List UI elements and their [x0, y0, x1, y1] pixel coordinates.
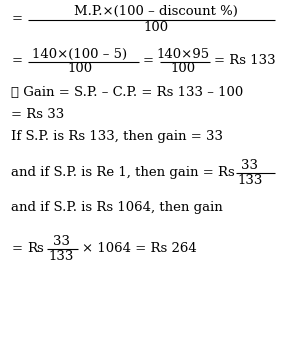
Text: and if S.P. is Re 1, then gain = Rs: and if S.P. is Re 1, then gain = Rs	[11, 166, 235, 179]
Text: ∴ Gain = S.P. – C.P. = Rs 133 – 100: ∴ Gain = S.P. – C.P. = Rs 133 – 100	[11, 86, 244, 99]
Text: If S.P. is Rs 133, then gain = 33: If S.P. is Rs 133, then gain = 33	[11, 130, 223, 143]
Text: =: =	[11, 12, 22, 25]
Text: M.P.×(100 – discount %): M.P.×(100 – discount %)	[74, 5, 238, 18]
Text: = Rs 133: = Rs 133	[214, 54, 276, 67]
Text: 33: 33	[53, 235, 70, 248]
Text: = Rs 33: = Rs 33	[11, 108, 65, 121]
Text: × 1064 = Rs 264: × 1064 = Rs 264	[82, 242, 197, 255]
Text: 140×95: 140×95	[156, 48, 210, 61]
Text: =: =	[11, 54, 22, 67]
Text: 140×(100 – 5): 140×(100 – 5)	[32, 48, 127, 61]
Text: 100: 100	[67, 63, 92, 75]
Text: and if S.P. is Rs 1064, then gain: and if S.P. is Rs 1064, then gain	[11, 201, 223, 214]
Text: 100: 100	[171, 63, 196, 75]
Text: 33: 33	[241, 159, 258, 172]
Text: Rs: Rs	[27, 242, 44, 255]
Text: =: =	[142, 54, 153, 67]
Text: 100: 100	[144, 21, 169, 33]
Text: =: =	[11, 242, 22, 255]
Text: 133: 133	[237, 174, 263, 187]
Text: 133: 133	[48, 250, 74, 263]
